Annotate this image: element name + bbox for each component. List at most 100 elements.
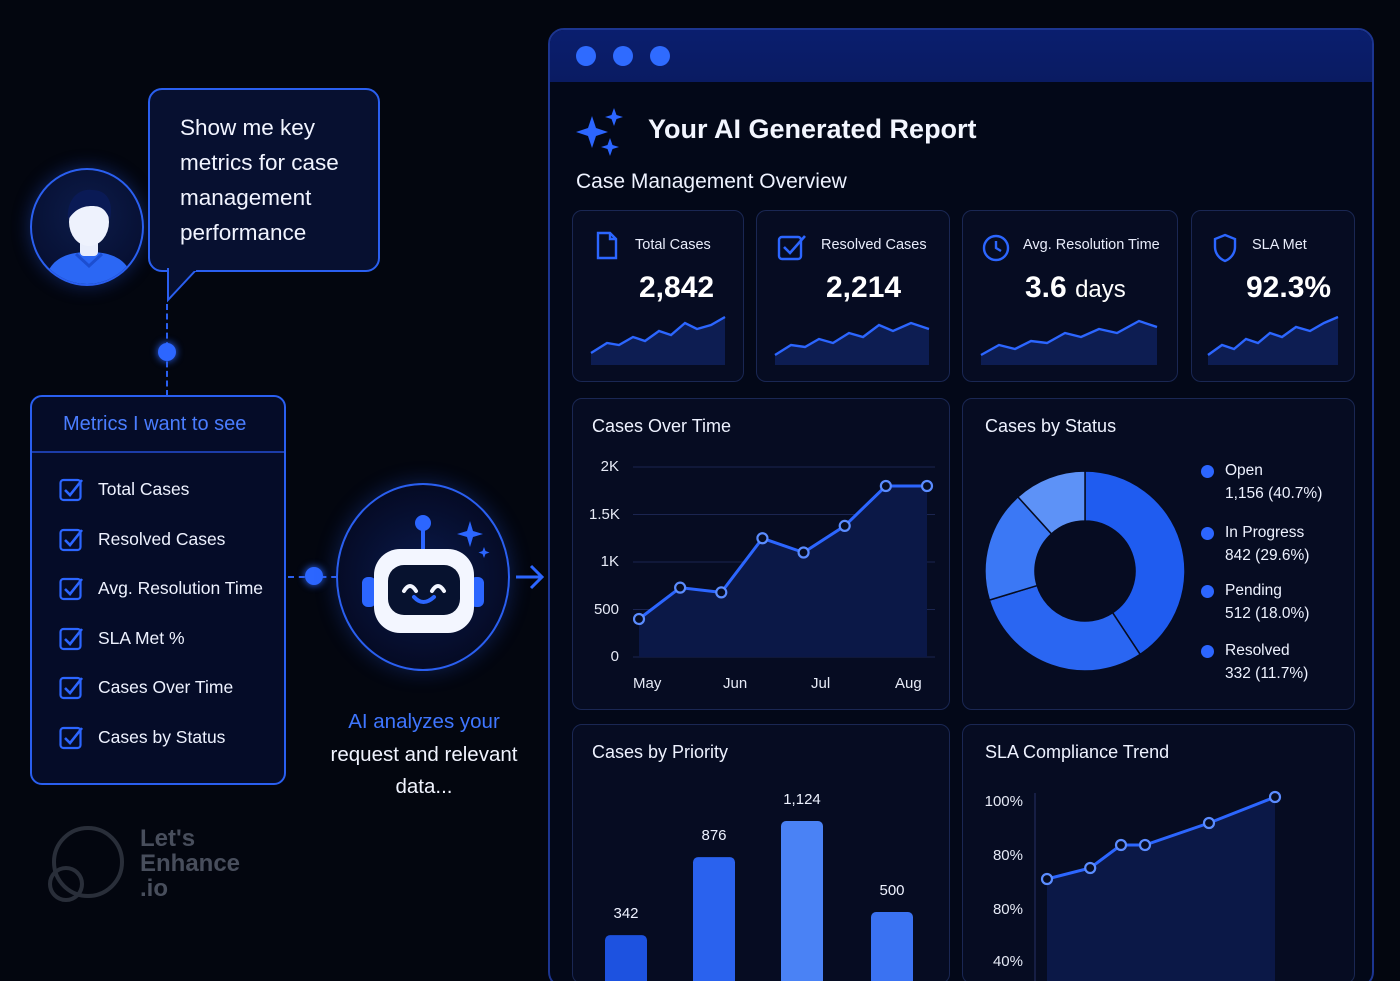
metric-label: Avg. Resolution Time: [98, 578, 264, 599]
sparkline: [774, 321, 930, 365]
checkbox-checked-icon[interactable]: [59, 675, 84, 700]
area-fill: [639, 486, 927, 657]
legend-dot: [1201, 585, 1214, 598]
kpi-card-avg-resolution[interactable]: Avg. Resolution Time 3.6 days: [962, 210, 1178, 382]
legend-item: Open 1,156 (40.7%): [1225, 459, 1322, 505]
legend-item: Pending 512 (18.0%): [1225, 579, 1309, 625]
y-tick-label: 80%: [992, 901, 1023, 918]
x-tick-label: May: [633, 675, 662, 692]
bar-value-label: 876: [701, 827, 727, 845]
user-avatar: [30, 168, 144, 286]
legend-dot: [1201, 527, 1214, 540]
data-point: [756, 532, 769, 545]
pie-slice: [1016, 470, 1086, 535]
ai-caption-highlight: AI analyzes your: [348, 710, 500, 733]
data-point: [1202, 816, 1216, 830]
prompt-line: performance: [180, 220, 307, 245]
series-line: [1046, 795, 1276, 881]
data-point: [920, 479, 934, 493]
ai-caption-line: data...: [395, 775, 453, 798]
data-point: [1268, 790, 1282, 804]
area-fill: [1047, 797, 1275, 981]
bar: [693, 857, 735, 981]
report-title: Your AI Generated Report: [648, 114, 977, 144]
data-point: [674, 581, 687, 594]
ai-caption: AI analyzes your request and relevant da…: [300, 706, 548, 804]
robot-avatar: [336, 483, 510, 671]
y-tick-label: 0: [610, 648, 619, 665]
y-tick-label: 500: [593, 600, 619, 618]
metric-checkbox-item[interactable]: Cases by Status: [59, 713, 284, 763]
priority-bar-chart: [605, 821, 913, 981]
connector-dot: [305, 567, 323, 585]
data-point: [797, 546, 810, 559]
window-dot[interactable]: [576, 46, 596, 66]
y-tick-label: 100%: [984, 793, 1023, 810]
window-dot[interactable]: [650, 46, 670, 66]
checkbox-checked-icon[interactable]: [59, 725, 84, 750]
data-point: [1138, 838, 1152, 852]
sparkline: [980, 319, 1158, 365]
data-point: [1084, 861, 1097, 875]
data-point: [633, 612, 646, 626]
checkbox-icon: [777, 235, 806, 261]
metrics-list: Total Cases Resolved Cases Avg. Resolution…: [32, 453, 284, 762]
metric-label: Cases Over Time: [98, 677, 234, 698]
x-tick-label: Jul: [811, 675, 831, 692]
metric-label: SLA Met %: [98, 627, 185, 648]
kpi-card-sla-met[interactable]: SLA Met 92.3%: [1191, 210, 1355, 382]
kpi-label: SLA Met: [1252, 237, 1307, 253]
cases-over-time-chart: [633, 466, 935, 658]
metric-checkbox-item[interactable]: Avg. Resolution Time: [59, 564, 284, 614]
checkbox-checked-icon[interactable]: [59, 477, 84, 502]
panel-sla-trend: SLA Compliance Trend 100% 80% 80% 40%: [962, 724, 1355, 981]
legend-value: 1,156 (40.7%): [1225, 485, 1323, 502]
kpi-card-total-cases[interactable]: Total Cases 2,842: [572, 210, 744, 382]
report-subtitle: Case Management Overview: [576, 170, 847, 193]
kpi-label: Total Cases: [635, 237, 711, 253]
robot-icon: [362, 515, 490, 633]
kpi-card-resolved-cases[interactable]: Resolved Cases 2,214: [756, 210, 950, 382]
metric-label: Total Cases: [98, 479, 190, 500]
checkbox-checked-icon[interactable]: [59, 626, 84, 651]
legend-item: In Progress 842 (29.6%): [1225, 521, 1309, 567]
watermark-line: Enhance: [140, 850, 241, 877]
panel-title: Cases Over Time: [592, 416, 732, 436]
metric-checkbox-item[interactable]: Total Cases: [59, 465, 284, 515]
kpi-value: 3.6 days: [1025, 271, 1126, 305]
window-titlebar: [550, 30, 1372, 82]
legend-dot: [1201, 465, 1214, 478]
kpi-value: 2,842: [639, 271, 715, 304]
watermark-line: .io: [140, 875, 168, 902]
document-icon: [596, 231, 618, 260]
connector-dot: [158, 343, 176, 361]
arrow-right-icon: [516, 564, 545, 590]
kpi-label: Resolved Cases: [821, 237, 927, 253]
prompt-line: management: [180, 185, 312, 210]
report-window: Your AI Generated Report Case Management…: [548, 28, 1374, 981]
bubble-tail: [167, 268, 197, 303]
clock-icon: [982, 234, 1010, 262]
x-tick-label: Aug: [895, 675, 922, 692]
watermark-line: Let's: [140, 825, 196, 852]
sparkline: [1207, 315, 1339, 365]
user-icon: [44, 189, 134, 284]
panel-cases-by-status: Cases by Status Open 1,156 (40.7%) In Prog…: [962, 398, 1355, 710]
x-tick-label: Jun: [723, 675, 748, 692]
metric-checkbox-item[interactable]: SLA Met %: [59, 614, 284, 664]
metric-checkbox-item[interactable]: Cases Over Time: [59, 663, 284, 713]
data-point: [838, 519, 851, 533]
checkbox-checked-icon[interactable]: [59, 527, 84, 552]
bar-value-label: 342: [613, 905, 639, 923]
metric-checkbox-item[interactable]: Resolved Cases: [59, 515, 284, 565]
window-dot[interactable]: [613, 46, 633, 66]
sparkle-icon: [576, 108, 623, 156]
legend-name: Open: [1225, 462, 1263, 479]
panel-cases-by-priority: Cases by Priority 342 876 1,124 500: [572, 724, 950, 981]
checkbox-checked-icon[interactable]: [59, 576, 84, 601]
watermark-logo-icon: [48, 826, 124, 902]
kpi-label: Avg. Resolution Time: [1023, 237, 1160, 253]
y-tick-label: 1.5K: [589, 505, 620, 523]
metric-label: Cases by Status: [98, 726, 226, 747]
pie-slice: [988, 584, 1142, 672]
